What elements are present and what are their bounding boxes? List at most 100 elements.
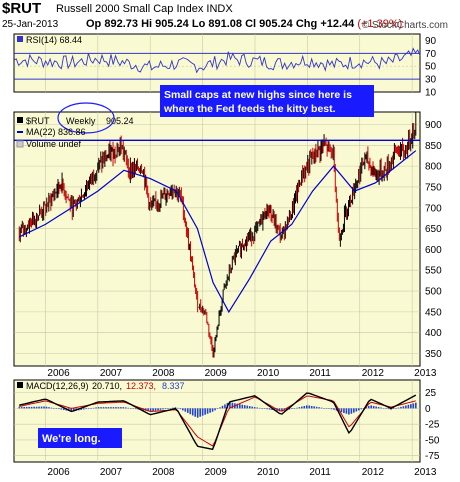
macd-histogram-bar xyxy=(298,407,301,409)
macd-histogram-bar xyxy=(159,408,162,410)
macd-histogram-bar xyxy=(345,408,348,414)
macd-histogram-bar xyxy=(320,407,323,409)
quote-line: Op 892.73 Hi 905.24 Lo 891.08 Cl 905.24 … xyxy=(86,18,402,30)
macd-layer xyxy=(18,392,417,451)
macd-histogram-bar xyxy=(382,408,385,409)
rsi-tick-label: 70 xyxy=(425,49,437,60)
annotation-line-2: where the Fed feeds the kitty best. xyxy=(163,103,336,115)
macd-histogram-bar xyxy=(397,407,400,409)
price-tick-label: 900 xyxy=(425,120,442,131)
macd-histogram-bar xyxy=(100,407,102,409)
macd-histogram-bar xyxy=(209,408,211,413)
macd-histogram-bar xyxy=(246,405,249,409)
macd-histogram-bar xyxy=(402,406,405,409)
macd-histogram-bar xyxy=(70,408,73,412)
macd-histogram-bar xyxy=(241,404,244,409)
macd-histogram-bar xyxy=(355,408,358,412)
quote-date: 25-Jan-2013 xyxy=(2,19,59,30)
macd-histogram-bar xyxy=(221,405,224,409)
annotation-line-1: Small caps at new highs since here is xyxy=(164,89,352,101)
macd-histogram-bar xyxy=(224,404,226,409)
macd-histogram-bar xyxy=(405,405,407,409)
price-tick-label: 350 xyxy=(425,349,442,360)
close-label: Cl xyxy=(245,18,257,30)
macd-histogram-bar xyxy=(214,408,216,411)
macd-histogram-bar xyxy=(239,404,241,409)
macd-tick-label: -75 xyxy=(425,451,440,462)
macd-histogram-bar xyxy=(50,407,53,409)
macd-histogram-bar xyxy=(291,408,293,409)
macd-histogram-bar xyxy=(350,408,353,414)
macd-histogram-bar xyxy=(268,408,271,410)
macd-histogram-bar xyxy=(85,408,87,410)
macd-histogram-bar xyxy=(115,407,117,409)
macd-label-prefix: MACD(12,26,9) xyxy=(26,381,89,391)
macd-histogram-bar xyxy=(377,407,380,409)
macd-histogram-bar xyxy=(353,408,355,413)
macd-histogram-bar xyxy=(211,408,214,412)
macd-histogram-bar xyxy=(92,407,95,409)
price-legend-weekly: Weekly xyxy=(66,116,96,126)
macd-histogram-bar xyxy=(360,408,363,410)
x-tick-label-macd: 2008 xyxy=(152,467,175,478)
macd-histogram-bar xyxy=(174,407,177,409)
macd-hist-value: 8.337 xyxy=(162,381,185,391)
x-tick-label-macd: 2007 xyxy=(100,467,123,478)
macd-tick-label: -50 xyxy=(425,435,440,446)
macd-histogram-bar xyxy=(25,406,28,409)
macd-histogram-bar xyxy=(261,408,263,409)
macd-histogram-bar xyxy=(189,408,192,415)
rsi-tick-label: 50 xyxy=(425,62,437,73)
macd-histogram-bar xyxy=(20,407,23,409)
macd-histogram-bar xyxy=(236,403,239,409)
macd-histogram-bar xyxy=(231,402,234,409)
macd-histogram-bar xyxy=(256,407,258,409)
macd-histogram-bar xyxy=(43,406,45,409)
volume-label: Volume undef xyxy=(26,139,82,149)
x-tick-label-price: 2007 xyxy=(100,368,123,379)
macd-histogram-bar xyxy=(127,407,130,409)
rsi-line xyxy=(13,47,421,74)
macd-histogram-bar xyxy=(415,402,417,409)
macd-legend: MACD(12,26,9) 20.710, 12.373, 8.337 xyxy=(17,381,185,391)
macd-histogram-bar xyxy=(191,408,194,416)
macd-histogram-bar xyxy=(63,408,65,411)
macd-histogram-bar xyxy=(35,406,38,409)
macd-histogram-bar xyxy=(343,408,345,413)
macd-histogram-bar xyxy=(122,407,125,409)
price-legend-swatch xyxy=(17,117,23,123)
price-tick-label: 650 xyxy=(425,224,442,235)
macd-histogram-bar xyxy=(162,408,164,410)
price-legend-value: 905.24 xyxy=(106,116,134,126)
index-name: Russell 2000 Small Cap Index INDX xyxy=(56,3,233,15)
macd-histogram-bar xyxy=(281,408,283,412)
x-tick-label-price: 2012 xyxy=(362,368,385,379)
macd-histogram-bar xyxy=(387,408,390,410)
macd-histogram-bar xyxy=(310,405,313,409)
x-tick-label-price: 2006 xyxy=(47,368,70,379)
macd-histogram-bar xyxy=(45,406,48,409)
x-tick-label-macd: 2013 xyxy=(414,467,437,478)
index-full-name: Russell 2000 Small Cap Index xyxy=(56,3,204,15)
macd-histogram-bar xyxy=(95,407,97,409)
macd-histogram-bar xyxy=(40,406,43,409)
weekly-circle-annotation xyxy=(57,102,115,134)
macd-histogram-bar xyxy=(72,408,75,412)
price-tick-label: 700 xyxy=(425,203,442,214)
rsi-label: RSI(14) 68.44 xyxy=(26,35,82,45)
macd-histogram-bar xyxy=(204,408,206,415)
macd-histogram-bar xyxy=(248,406,251,409)
price-tick-label: 400 xyxy=(425,328,442,339)
macd-tick-label: 25 xyxy=(425,388,437,399)
macd-histogram-bar xyxy=(90,408,92,409)
macd-histogram-bar xyxy=(407,404,410,409)
macd-panel xyxy=(13,379,421,463)
macd-tick-label: 0 xyxy=(425,404,431,415)
ma-label: MA(22) 836.86 xyxy=(26,127,86,137)
macd-histogram-bar xyxy=(110,407,112,409)
price-legend-symbol: $RUT xyxy=(26,116,50,126)
macd-histogram-bar xyxy=(105,407,107,409)
macd-histogram-bar xyxy=(201,408,204,416)
price-tick-label: 800 xyxy=(425,162,442,173)
macd-histogram-bar xyxy=(182,408,184,411)
